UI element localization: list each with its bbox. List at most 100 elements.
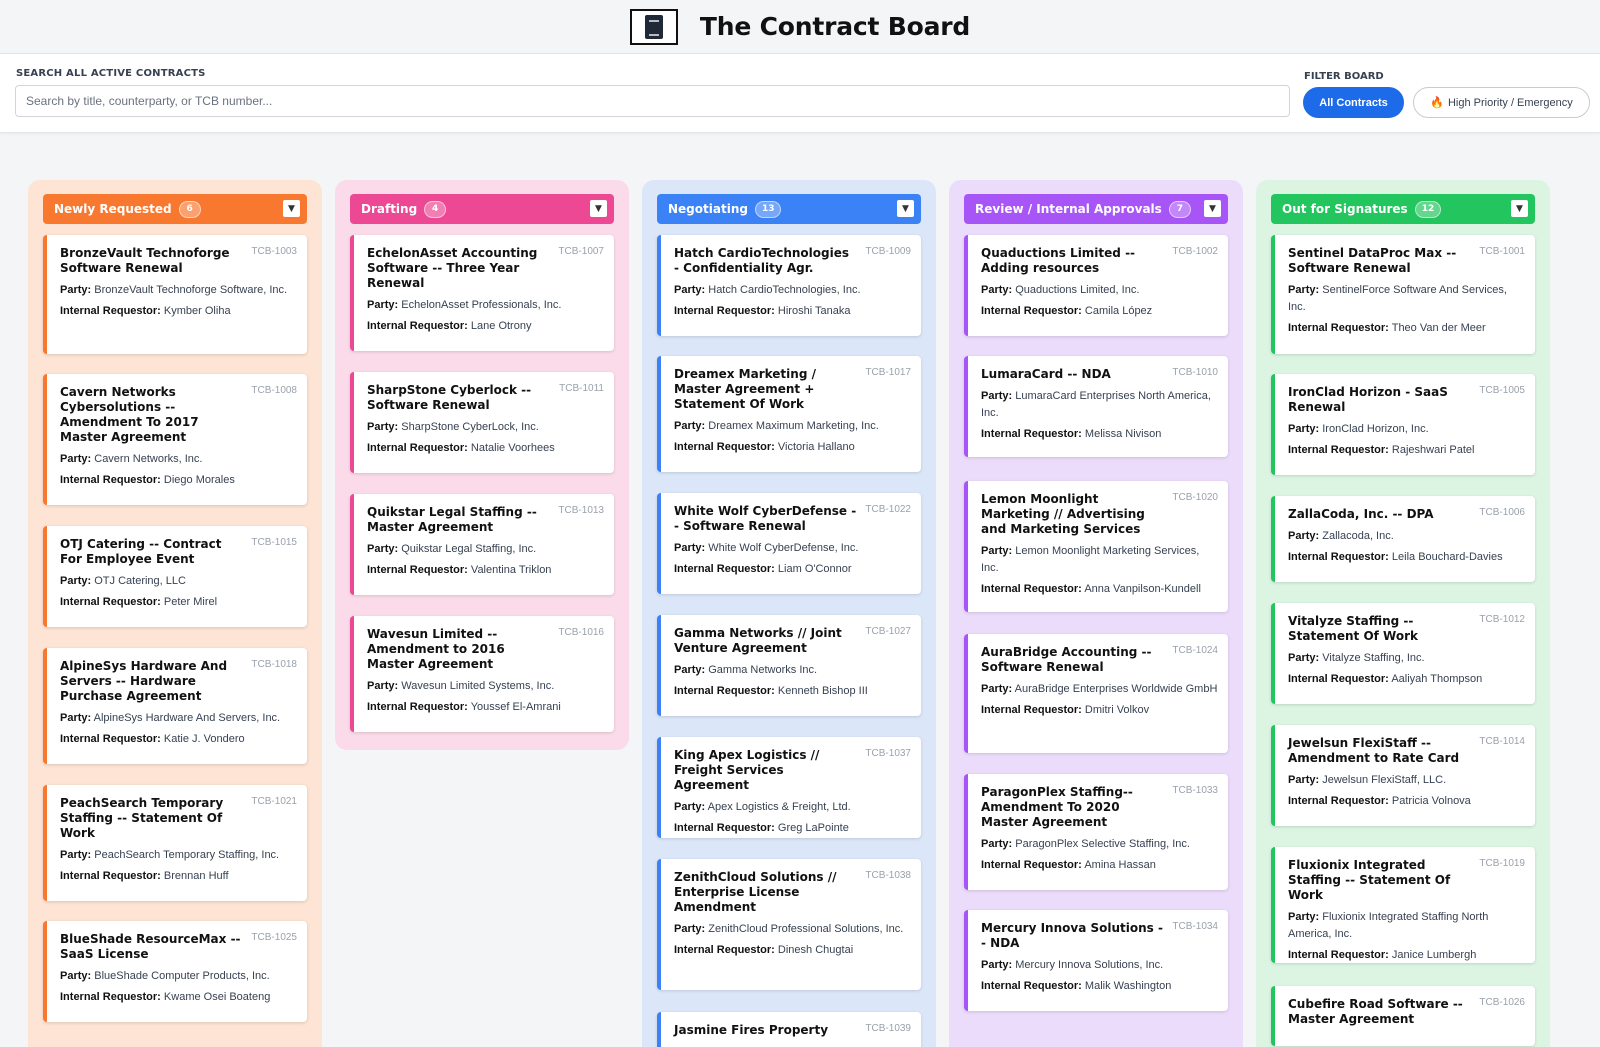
card-party: Party: Wavesun Limited Systems, Inc.: [367, 678, 604, 695]
contract-card[interactable]: Cubefire Road Software -- Master Agreeme…: [1271, 986, 1535, 1046]
contract-card[interactable]: Fluxionix Integrated Staffing -- Stateme…: [1271, 847, 1535, 963]
card-party: Party: BlueShade Computer Products, Inc.: [60, 968, 297, 985]
card-requestor: Internal Requestor: Dmitri Volkov: [981, 702, 1218, 719]
card-title: Vitalyze Staffing -- Statement Of Work: [1288, 614, 1419, 643]
contract-card[interactable]: OTJ Catering -- Contract For Employee Ev…: [43, 526, 307, 627]
requestor-label: Internal Requestor:: [60, 305, 161, 317]
contract-card[interactable]: Gamma Networks // Joint Venture Agreemen…: [657, 615, 921, 716]
contract-card[interactable]: AlpineSys Hardware And Servers -- Hardwa…: [43, 648, 307, 764]
party-label: Party:: [1288, 911, 1320, 923]
requestor-label: Internal Requestor:: [1288, 551, 1389, 563]
chevron-down-icon[interactable]: ▼: [590, 200, 607, 217]
contract-card[interactable]: Mercury Innova Solutions -- NDA TCB-1034 P…: [964, 910, 1228, 1011]
party-label: Party:: [674, 923, 706, 935]
contract-card[interactable]: AuraBridge Accounting -- Software Renewa…: [964, 634, 1228, 753]
card-title: Sentinel DataProc Max -- Software Renewa…: [1288, 246, 1457, 275]
requestor-label: Internal Requestor:: [674, 685, 775, 697]
search-input[interactable]: [15, 85, 1290, 117]
requestor-value: Lane Otrony: [470, 320, 532, 332]
contract-card[interactable]: White Wolf CyberDefense -- Software Rene…: [657, 493, 921, 594]
card-tcb-number: TCB-1005: [1479, 385, 1525, 396]
card-tcb-number: TCB-1006: [1479, 507, 1525, 518]
contract-card[interactable]: LumaraCard -- NDA TCB-1010 Party: LumaraCa…: [964, 356, 1228, 457]
party-label: Party:: [60, 284, 92, 296]
contract-card[interactable]: Lemon Moonlight Marketing // Advertising…: [964, 481, 1228, 612]
column: Review / Internal Approvals 7 ▼ Quaductions…: [949, 180, 1243, 1047]
contract-card[interactable]: BronzeVault Technoforge Software Renewal…: [43, 235, 307, 354]
requestor-label: Internal Requestor:: [981, 428, 1082, 440]
contract-card[interactable]: Dreamex Marketing / Master Agreement + S…: [657, 356, 921, 472]
contract-card[interactable]: ZenithCloud Solutions // Enterprise Lice…: [657, 859, 921, 990]
contract-card[interactable]: Sentinel DataProc Max -- Software Renewa…: [1271, 235, 1535, 354]
requestor-label: Internal Requestor:: [981, 980, 1082, 992]
contract-card[interactable]: PeachSearch Temporary Staffing -- Statem…: [43, 785, 307, 901]
contract-card[interactable]: ZallaCoda, Inc. -- DPA TCB-1006 Party: Zal…: [1271, 496, 1535, 582]
card-party: Party: LumaraCard Enterprises North Amer…: [981, 388, 1218, 422]
chevron-down-icon[interactable]: ▼: [897, 200, 914, 217]
card-party: Party: Jewelsun FlexiStaff, LLC.: [1288, 772, 1525, 789]
card-title: IronClad Horizon - SaaS Renewal: [1288, 385, 1448, 414]
card-tcb-number: TCB-1001: [1479, 246, 1525, 257]
requestor-value: Kwame Osei Boateng: [163, 991, 271, 1003]
party-value: Vitalyze Staffing, Inc.: [1322, 652, 1425, 664]
card-tcb-number: TCB-1024: [1172, 645, 1218, 656]
party-value: ParagonPlex Selective Staffing, Inc.: [1015, 838, 1190, 850]
contract-card[interactable]: ParagonPlex Staffing-- Amendment To 2020…: [964, 774, 1228, 890]
card-title: Cubefire Road Software -- Master Agreeme…: [1288, 997, 1463, 1026]
card-requestor: Internal Requestor: Brennan Huff: [60, 868, 297, 885]
contract-card[interactable]: BlueShade ResourceMax -- SaaS License TCB…: [43, 921, 307, 1022]
contract-card[interactable]: Jewelsun FlexiStaff -- Amendment to Rate…: [1271, 725, 1535, 826]
card-tcb-number: TCB-1019: [1479, 858, 1525, 869]
contract-card[interactable]: Jasmine Fires Property TCB-1039: [657, 1012, 921, 1047]
contract-card[interactable]: Quaductions Limited -- Adding resources T…: [964, 235, 1228, 336]
card-title: SharpStone Cyberlock -- Software Renewal: [367, 383, 532, 412]
card-requestor: Internal Requestor: Aaliyah Thompson: [1288, 671, 1525, 688]
party-value: AuraBridge Enterprises Worldwide GmbH: [1014, 683, 1218, 695]
party-label: Party:: [674, 542, 706, 554]
contract-card[interactable]: Vitalyze Staffing -- Statement Of Work TC…: [1271, 603, 1535, 704]
requestor-label: Internal Requestor:: [367, 564, 468, 576]
requestor-label: Internal Requestor:: [674, 441, 775, 453]
filter-high-priority-button[interactable]: 🔥 High Priority / Emergency: [1413, 87, 1590, 118]
card-party: Party: OTJ Catering, LLC: [60, 573, 297, 590]
requestor-label: Internal Requestor:: [674, 822, 775, 834]
contract-card[interactable]: Cavern Networks Cybersolutions -- Amendm…: [43, 374, 307, 505]
contract-card[interactable]: SharpStone Cyberlock -- Software Renewal…: [350, 372, 614, 473]
card-tcb-number: TCB-1014: [1479, 736, 1525, 747]
card-title: ZallaCoda, Inc. -- DPA: [1288, 507, 1434, 521]
party-label: Party:: [1288, 284, 1320, 296]
column-count-badge: 12: [1414, 200, 1442, 218]
requestor-value: Janice Lumbergh: [1391, 949, 1477, 961]
fire-icon: 🔥: [1430, 97, 1444, 109]
chevron-down-icon[interactable]: ▼: [1204, 200, 1221, 217]
contract-card[interactable]: IronClad Horizon - SaaS Renewal TCB-1005 P…: [1271, 374, 1535, 475]
card-title: White Wolf CyberDefense -- Software Rene…: [674, 504, 857, 533]
kanban-board: Newly Requested 6 ▼ BronzeVault Technoforge…: [0, 134, 1600, 1047]
app-header: The Contract Board: [0, 0, 1600, 54]
chevron-down-icon[interactable]: ▼: [1511, 200, 1528, 217]
contract-card[interactable]: EchelonAsset Accounting Software -- Thre…: [350, 235, 614, 351]
party-value: PeachSearch Temporary Staffing, Inc.: [94, 849, 280, 861]
card-title: Lemon Moonlight Marketing // Advertising…: [981, 492, 1145, 536]
party-label: Party:: [674, 284, 706, 296]
card-tcb-number: TCB-1022: [865, 504, 911, 515]
chevron-down-icon[interactable]: ▼: [283, 200, 300, 217]
party-value: Gamma Networks Inc.: [708, 664, 818, 676]
requestor-value: Greg LaPointe: [777, 822, 849, 834]
requestor-value: Camila López: [1084, 305, 1153, 317]
party-label: Party:: [367, 299, 399, 311]
card-requestor: Internal Requestor: Katie J. Vondero: [60, 731, 297, 748]
column: Out for Signatures 12 ▼ Sentinel DataProc M…: [1256, 180, 1550, 1047]
requestor-label: Internal Requestor:: [981, 583, 1082, 595]
contract-card[interactable]: Quikstar Legal Staffing -- Master Agreem…: [350, 494, 614, 595]
card-party: Party: ParagonPlex Selective Staffing, I…: [981, 836, 1218, 853]
card-requestor: Internal Requestor: Anna Vanpilson-Kunde…: [981, 581, 1218, 598]
party-label: Party:: [674, 664, 706, 676]
filter-all-contracts-button[interactable]: All Contracts: [1303, 87, 1404, 118]
card-party: Party: EchelonAsset Professionals, Inc.: [367, 297, 604, 314]
contract-card[interactable]: Wavesun Limited -- Amendment to 2016 Mas…: [350, 616, 614, 732]
card-party: Party: Mercury Innova Solutions, Inc.: [981, 957, 1218, 974]
contract-card[interactable]: Hatch CardioTechnologies - Confidentiali…: [657, 235, 921, 336]
contract-card[interactable]: King Apex Logistics // Freight Services …: [657, 737, 921, 838]
requestor-value: Diego Morales: [163, 474, 235, 486]
